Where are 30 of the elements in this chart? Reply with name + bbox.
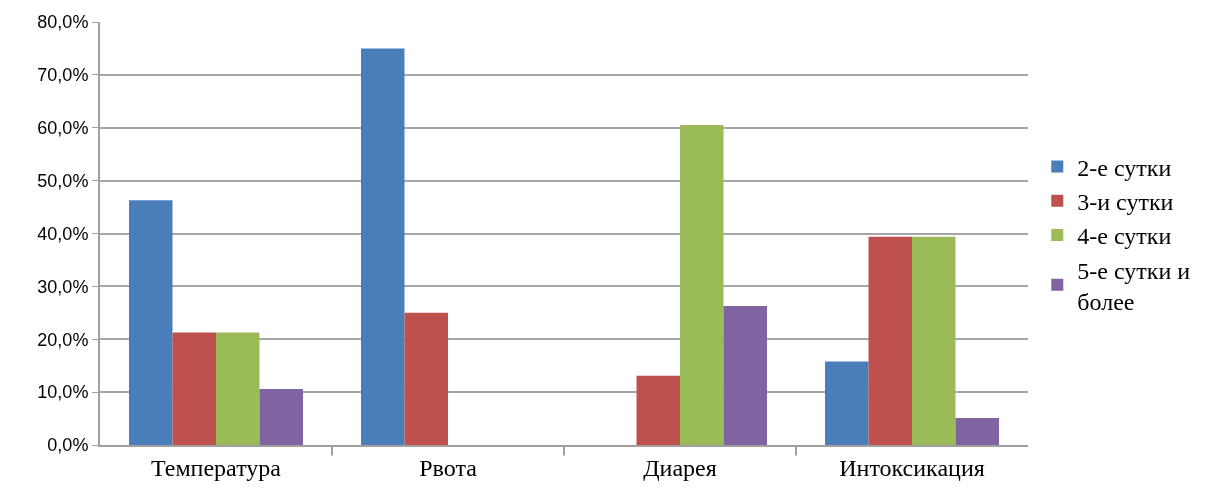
bar [680, 125, 724, 445]
y-tick-label: 30,0% [37, 276, 89, 297]
legend-label: 2-е сутки [1077, 154, 1172, 181]
legend-label: 4-е сутки [1077, 223, 1172, 250]
y-tick-label: 60,0% [37, 118, 89, 139]
bar [955, 418, 999, 445]
bar [361, 48, 405, 445]
bar [636, 375, 680, 445]
y-tick-label: 70,0% [37, 65, 89, 86]
bar [912, 236, 956, 445]
bar [216, 332, 260, 445]
x-tick-label: Температура [151, 454, 282, 481]
bar [868, 236, 912, 445]
bar [404, 312, 448, 445]
y-tick-label: 10,0% [37, 382, 89, 403]
y-tick-label: 0,0% [47, 435, 89, 456]
bar [129, 200, 173, 445]
y-tick-label: 40,0% [37, 223, 89, 244]
x-tick-label: Интоксикация [839, 454, 985, 481]
bar [723, 305, 767, 445]
x-tick-label: Диарея [643, 454, 717, 481]
bar [825, 361, 869, 445]
legend-label: 5-е сутки и более [1077, 257, 1191, 315]
legend-label: 3-и сутки [1077, 189, 1174, 216]
y-tick-label: 80,0% [37, 12, 89, 33]
x-tick-label: Рвота [419, 454, 478, 481]
y-tick-label: 20,0% [37, 329, 89, 350]
bar [172, 332, 216, 445]
y-tick-label: 50,0% [37, 170, 89, 191]
bar [259, 388, 303, 445]
